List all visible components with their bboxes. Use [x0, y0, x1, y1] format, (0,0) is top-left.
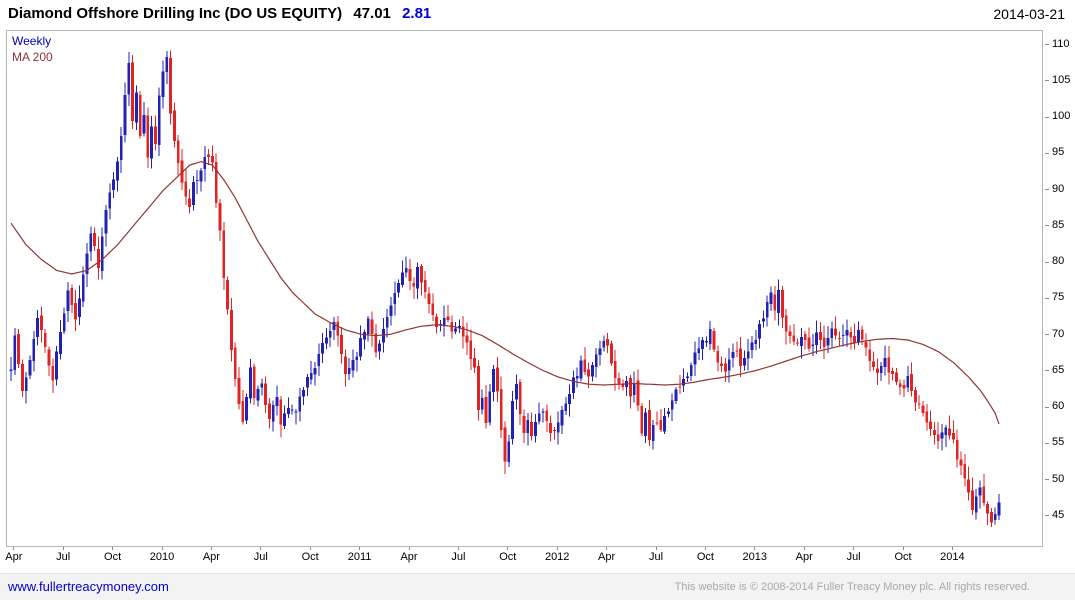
y-tick-label: 95: [1052, 146, 1065, 159]
y-tick-mark: [1045, 370, 1049, 372]
x-tick-label: Jul: [253, 551, 268, 563]
candlestick-series: [9, 50, 1001, 528]
x-tick-mark: [556, 547, 558, 550]
x-tick-label: Apr: [202, 551, 220, 563]
y-tick-mark: [1045, 152, 1049, 154]
x-tick-mark: [161, 547, 163, 550]
y-tick-label: 75: [1052, 291, 1065, 304]
price-change: 2.81: [402, 5, 432, 22]
x-tick-label: 2013: [742, 551, 768, 563]
x-tick-mark: [13, 547, 15, 550]
y-tick-label: 55: [1052, 436, 1065, 449]
y-tick-mark: [1045, 442, 1049, 444]
x-tick-mark: [457, 547, 459, 550]
x-tick-label: Jul: [846, 551, 861, 563]
x-tick-label: Oct: [104, 551, 122, 563]
y-tick-mark: [1045, 515, 1049, 517]
x-tick-label: Apr: [795, 551, 813, 563]
x-tick-mark: [902, 547, 904, 550]
x-tick-label: Jul: [451, 551, 466, 563]
legend-ma-label: MA 200: [12, 50, 53, 64]
x-tick-mark: [655, 547, 657, 550]
legend-timeframe-label: Weekly: [12, 34, 52, 48]
x-tick-label: Jul: [648, 551, 664, 563]
x-tick-label: 2014: [940, 551, 965, 563]
instrument-name: Diamond Offshore Drilling Inc (DO US EQU…: [8, 5, 343, 22]
y-tick-mark: [1045, 80, 1049, 82]
page-title: Diamond Offshore Drilling Inc (DO US EQU…: [8, 5, 431, 22]
y-tick-label: 60: [1052, 400, 1065, 413]
y-tick-mark: [1045, 116, 1049, 118]
y-tick-label: 70: [1052, 327, 1065, 340]
x-tick-label: Jul: [56, 551, 71, 563]
x-tick-label: Oct: [894, 551, 912, 563]
x-tick-label: Oct: [301, 551, 319, 563]
y-tick-label: 85: [1052, 218, 1065, 231]
x-tick-label: Oct: [499, 551, 517, 563]
last-price: 47.01: [353, 5, 391, 22]
y-tick-mark: [1045, 334, 1049, 336]
y-tick-mark: [1045, 297, 1049, 299]
x-tick-mark: [408, 547, 410, 550]
x-tick-mark: [606, 547, 608, 550]
y-tick-label: 65: [1052, 363, 1065, 376]
x-tick-mark: [803, 547, 805, 550]
footer-site-link[interactable]: www.fullertreacymoney.com: [8, 579, 169, 594]
y-tick-mark: [1045, 189, 1049, 191]
footer-bar: www.fullertreacymoney.com This website i…: [0, 573, 1075, 600]
x-tick-mark: [754, 547, 756, 550]
y-tick-label: 90: [1052, 182, 1065, 195]
y-tick-mark: [1045, 225, 1049, 227]
y-tick-mark: [1045, 261, 1049, 263]
y-tick-label: 80: [1052, 255, 1065, 268]
x-tick-label: Apr: [400, 551, 418, 563]
price-chart-canvas: [9, 50, 1001, 528]
footer-copyright: This website is © 2008-2014 Fuller Treac…: [674, 581, 1030, 593]
y-tick-mark: [1045, 44, 1049, 45]
x-tick-label: Apr: [5, 551, 23, 563]
x-tick-mark: [704, 547, 706, 550]
x-tick-label: Apr: [598, 551, 616, 563]
chart-frame: Weekly MA 200: [6, 30, 1043, 547]
x-tick-label: 2010: [149, 551, 175, 563]
x-tick-label: 2011: [347, 551, 372, 563]
y-tick-label: 110: [1052, 37, 1070, 50]
y-tick-label: 45: [1052, 508, 1065, 521]
y-axis: 45 50 55 60 65 70 75 80 85 90 95 100 105 110: [1045, 30, 1075, 547]
y-tick-label: 105: [1052, 73, 1071, 86]
x-tick-label: 2012: [544, 551, 570, 563]
y-tick-label: 100: [1052, 110, 1071, 123]
y-tick-mark: [1045, 406, 1049, 408]
chart-legend: Weekly MA 200: [12, 33, 53, 65]
x-tick-mark: [359, 547, 361, 550]
y-tick-mark: [1045, 479, 1049, 481]
y-tick-label: 50: [1052, 472, 1065, 485]
ma-line: [10, 160, 1000, 425]
x-tick-mark: [951, 547, 953, 550]
x-tick-mark: [507, 547, 509, 550]
x-tick-mark: [62, 547, 64, 550]
x-tick-mark: [309, 547, 311, 550]
x-tick-label: Oct: [696, 551, 714, 563]
x-tick-mark: [112, 547, 114, 550]
x-tick-mark: [260, 547, 262, 550]
x-axis: Apr Jul Oct 2010 Apr Jul Oct 2011 Apr Jul Oct 2012 A…: [5, 547, 1043, 567]
x-tick-mark: [853, 547, 855, 550]
x-tick-mark: [210, 547, 212, 550]
chart-date: 2014-03-21: [993, 6, 1065, 22]
